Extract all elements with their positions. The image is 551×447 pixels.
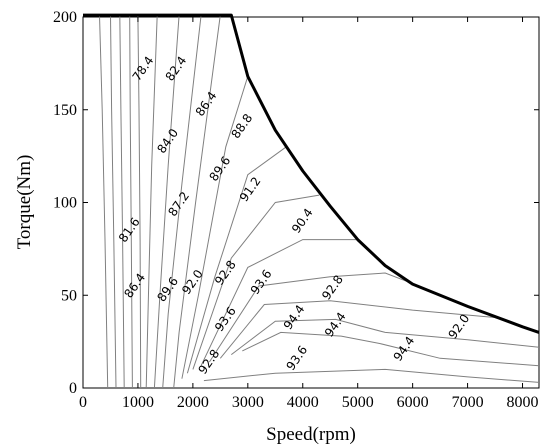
contour-lines <box>99 15 540 389</box>
contour-line <box>110 15 117 389</box>
contour-line <box>203 368 540 383</box>
contour-line <box>200 239 358 366</box>
x-axis-label: Speed(rpm) <box>266 424 356 445</box>
contour-line <box>162 15 202 389</box>
x-tick-label: 0 <box>79 394 87 411</box>
contour-line <box>137 15 142 389</box>
contour-line <box>230 318 540 355</box>
y-tick-label: 100 <box>53 195 77 212</box>
x-tick-label: 3000 <box>232 394 264 411</box>
y-tick-label: 0 <box>69 380 77 397</box>
x-tick-label: 8000 <box>507 394 539 411</box>
plot-area: 78.4 82.486.484.0 88.889.691.287.290.481.6… <box>82 13 540 389</box>
y-tick-label: 200 <box>53 9 77 26</box>
x-tick-label: 4000 <box>287 394 319 411</box>
contour-line <box>181 76 249 379</box>
torque-envelope-line <box>83 13 540 334</box>
contour-line <box>145 15 158 389</box>
y-tick-label: 50 <box>61 287 77 304</box>
x-tick-label: 7000 <box>452 394 484 411</box>
contour-line <box>242 331 540 367</box>
plot-frame <box>82 16 540 389</box>
x-tick-label: 6000 <box>397 394 429 411</box>
contour-line <box>99 15 109 389</box>
contour-line <box>153 15 180 389</box>
contour-line <box>173 15 221 389</box>
x-axis: 0 1000 2000 3000 4000 5000 6000 7000 8000 <box>79 17 539 411</box>
y-axis: 0 50 100 150 200 <box>53 9 539 397</box>
y-tick-label: 150 <box>53 102 77 119</box>
x-tick-label: 2000 <box>177 394 209 411</box>
contour-line <box>192 194 320 370</box>
x-tick-label: 1000 <box>122 394 154 411</box>
y-axis-label: Torque(Nm) <box>14 155 35 250</box>
x-tick-label: 5000 <box>342 394 374 411</box>
contour-line <box>208 272 424 363</box>
contour-line <box>119 15 125 389</box>
contour-line <box>129 15 133 389</box>
contour-line <box>186 146 287 374</box>
